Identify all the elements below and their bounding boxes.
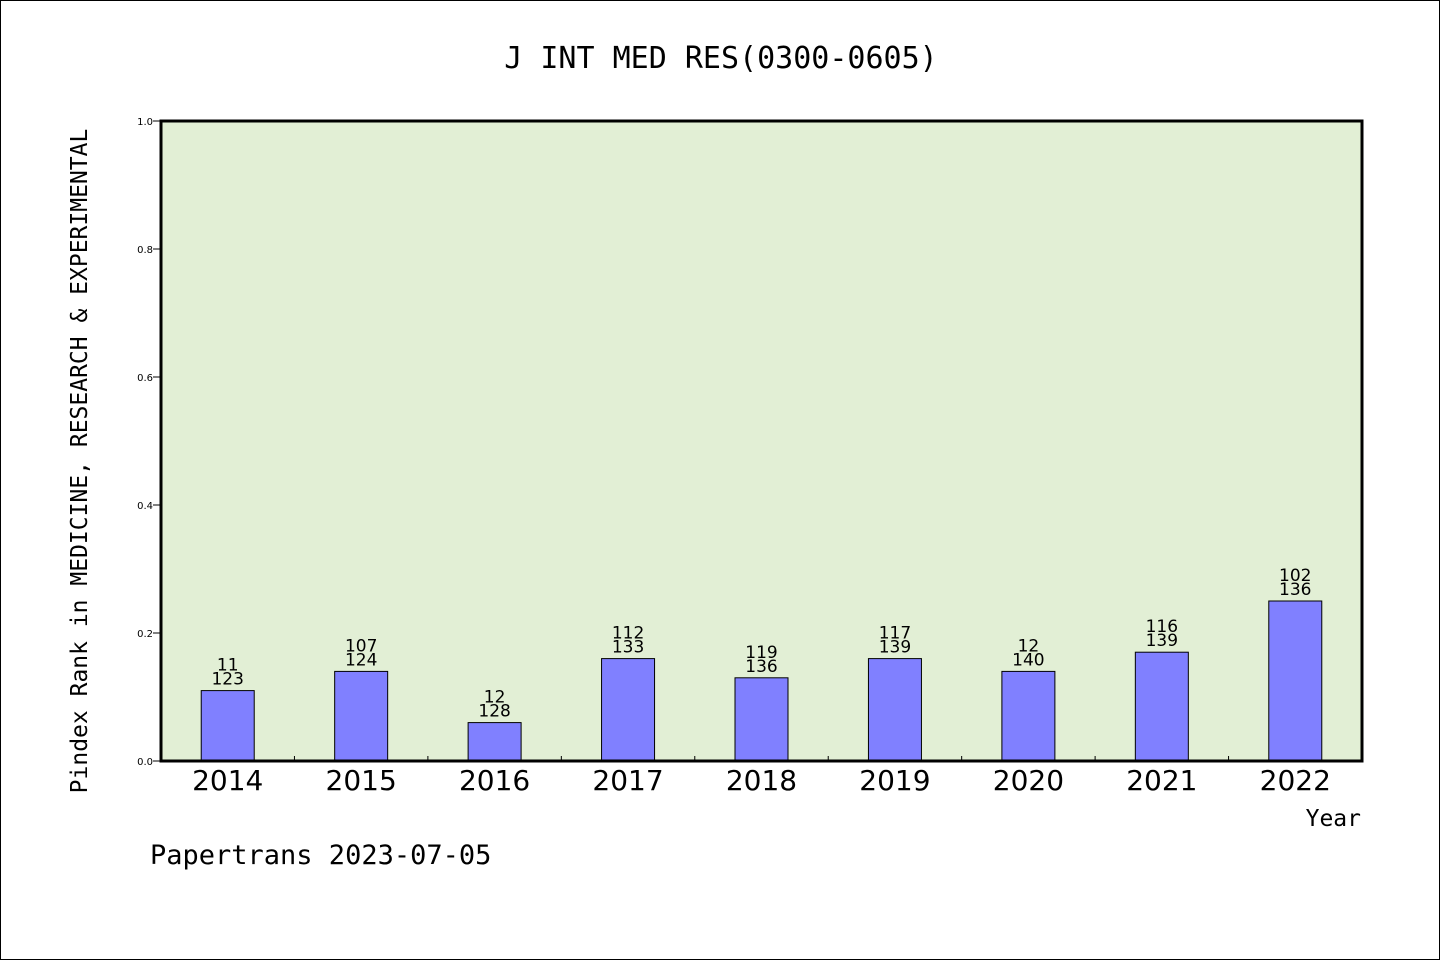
bar-2021 bbox=[1134, 651, 1189, 762]
x-axis-ticks: 2014 2015 2016 2017 2018 2019 2020 2021 2022 bbox=[192, 756, 1331, 797]
bar-rank-label: 117 bbox=[879, 624, 911, 644]
bar-total-label: 136 bbox=[745, 657, 777, 677]
bar-rank-label: 102 bbox=[1279, 566, 1311, 586]
x-tick-label: 2020 bbox=[993, 764, 1064, 797]
bar-total-label: 123 bbox=[211, 670, 243, 690]
bar-total-label: 124 bbox=[345, 650, 377, 670]
bar-2016 bbox=[467, 722, 522, 762]
bars bbox=[200, 600, 1323, 762]
x-tick-label: 2021 bbox=[1126, 764, 1197, 797]
bar-2019 bbox=[867, 658, 922, 762]
chart-title: J INT MED RES(0300-0605) bbox=[504, 41, 937, 76]
bar-rank-label: 12 bbox=[484, 688, 506, 708]
bar-rank-label: 119 bbox=[745, 643, 777, 663]
bar-rank-label: 11 bbox=[217, 656, 239, 676]
bar-2017 bbox=[601, 658, 656, 762]
x-tick-label: 2014 bbox=[192, 764, 263, 797]
bar-rank-label: 12 bbox=[1018, 636, 1040, 656]
y-tick-label: 1.0 bbox=[137, 117, 153, 128]
y-tick-label: 0.4 bbox=[137, 501, 153, 512]
bar-2020 bbox=[1001, 670, 1056, 762]
bar-rank-label: 107 bbox=[345, 636, 377, 656]
y-axis-label: Pindex Rank in MEDICINE, RESEARCH & EXPE… bbox=[67, 129, 93, 794]
bar-2018 bbox=[734, 677, 789, 762]
bar-total-label: 139 bbox=[1146, 631, 1178, 651]
x-tick-label: 2016 bbox=[459, 764, 530, 797]
x-axis-label: Year bbox=[1306, 806, 1361, 832]
y-axis-ticks: 0.0 0.2 0.4 0.6 0.8 1.0 bbox=[137, 117, 161, 768]
plot-border bbox=[159, 119, 1364, 763]
bar-total-label: 128 bbox=[478, 702, 510, 722]
y-tick-label: 0.2 bbox=[137, 629, 153, 640]
bar-2014 bbox=[200, 690, 255, 762]
bar-2022 bbox=[1268, 600, 1323, 762]
y-tick-label: 0.0 bbox=[137, 757, 153, 768]
x-tick-label: 2022 bbox=[1260, 764, 1331, 797]
x-tick-label: 2015 bbox=[326, 764, 397, 797]
bar-total-label: 140 bbox=[1012, 650, 1044, 670]
bar-2015 bbox=[334, 670, 389, 762]
bar-total-label: 133 bbox=[612, 638, 644, 658]
footer-source-date: Papertrans 2023-07-05 bbox=[150, 840, 491, 871]
bar-total-label: 136 bbox=[1279, 580, 1311, 600]
y-tick-label: 0.8 bbox=[137, 245, 153, 256]
x-tick-label: 2017 bbox=[592, 764, 663, 797]
bar-rank-label: 116 bbox=[1146, 617, 1178, 637]
x-tick-label: 2019 bbox=[859, 764, 930, 797]
y-tick-label: 0.6 bbox=[137, 373, 153, 384]
x-tick-label: 2018 bbox=[726, 764, 797, 797]
bar-total-label: 139 bbox=[879, 638, 911, 658]
bar-rank-label: 112 bbox=[612, 624, 644, 644]
